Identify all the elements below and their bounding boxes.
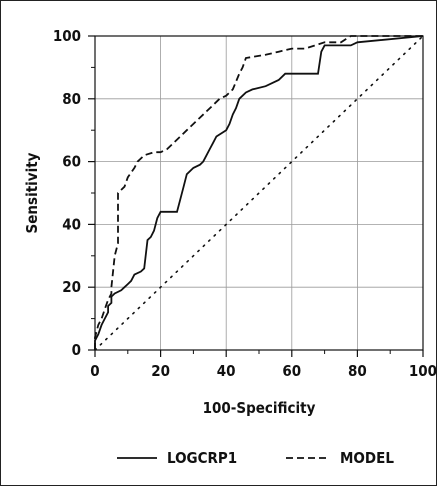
y-tick-label: 80: [62, 90, 81, 108]
x-tick-label: 100: [409, 362, 437, 380]
x-tick-label: 40: [217, 362, 236, 380]
legend-label-model: MODEL: [340, 449, 394, 467]
series-line-logcrp1: [94, 35, 424, 350]
series-layer: [94, 35, 424, 351]
y-tick-label: 40: [62, 215, 81, 233]
y-tick-label: 100: [53, 27, 81, 45]
series-line-model: [94, 35, 423, 350]
legend: LOGCRP1 MODEL: [117, 449, 394, 467]
x-tick-label: 60: [282, 362, 301, 380]
y-tick-label: 20: [62, 278, 81, 296]
x-tick-label: 20: [151, 362, 170, 380]
x-tick-label: 0: [90, 362, 99, 380]
x-axis-title: 100-Specificity: [203, 399, 316, 417]
y-axis-title: Sensitivity: [23, 152, 41, 233]
legend-label-logcrp1: LOGCRP1: [167, 449, 237, 467]
y-tick-label: 60: [62, 153, 81, 171]
y-tick-label: 0: [72, 341, 81, 359]
y-axis: 0 20 40 60 80 100: [53, 27, 95, 359]
series-line-reference-diagonal: [94, 35, 424, 351]
x-tick-label: 80: [348, 362, 367, 380]
x-axis: 0 20 40 60 80 100: [90, 350, 437, 380]
